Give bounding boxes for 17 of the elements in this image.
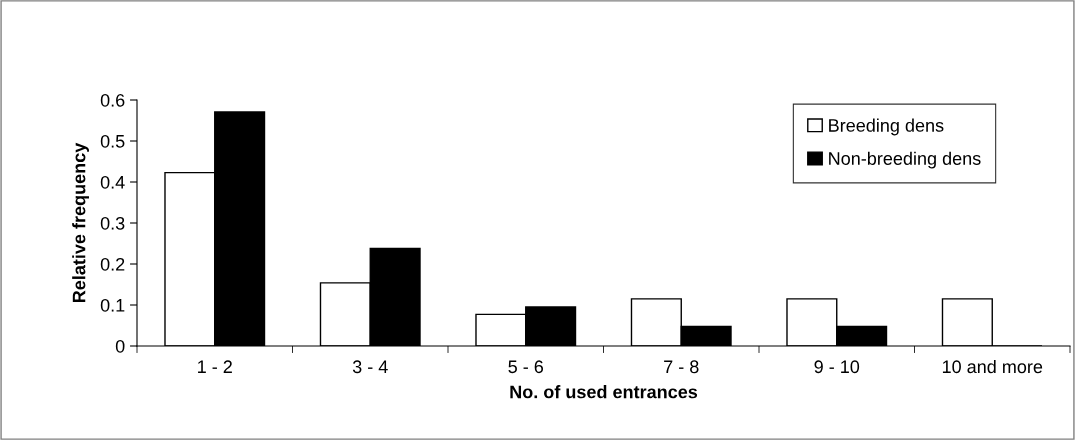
- y-tick-label: 0.1: [100, 298, 125, 312]
- x-tick-label: 10 and more: [942, 359, 1043, 374]
- legend-label: Non-breeding dens: [829, 151, 981, 169]
- x-tick-label: 7 - 8: [664, 360, 699, 374]
- y-axis-title: Relative frequency: [72, 142, 89, 303]
- y-tick-label: 0.4: [100, 175, 125, 189]
- y-tick-label: 0: [115, 339, 125, 353]
- y-tick-label: 0.3: [100, 216, 125, 230]
- x-tick-label: 5 - 6: [508, 360, 544, 374]
- x-tick-label: 3 - 4: [352, 360, 388, 374]
- y-tick-label: 0.6: [100, 93, 125, 107]
- legend-label: Breeding dens: [829, 118, 944, 136]
- x-tick-label: 1 - 2: [198, 360, 232, 373]
- x-tick-label: 9 - 10: [814, 360, 860, 374]
- y-tick-label: 0.5: [100, 134, 125, 148]
- y-tick-label: 0.2: [100, 257, 125, 271]
- x-axis-title: No. of used entrances: [510, 385, 698, 399]
